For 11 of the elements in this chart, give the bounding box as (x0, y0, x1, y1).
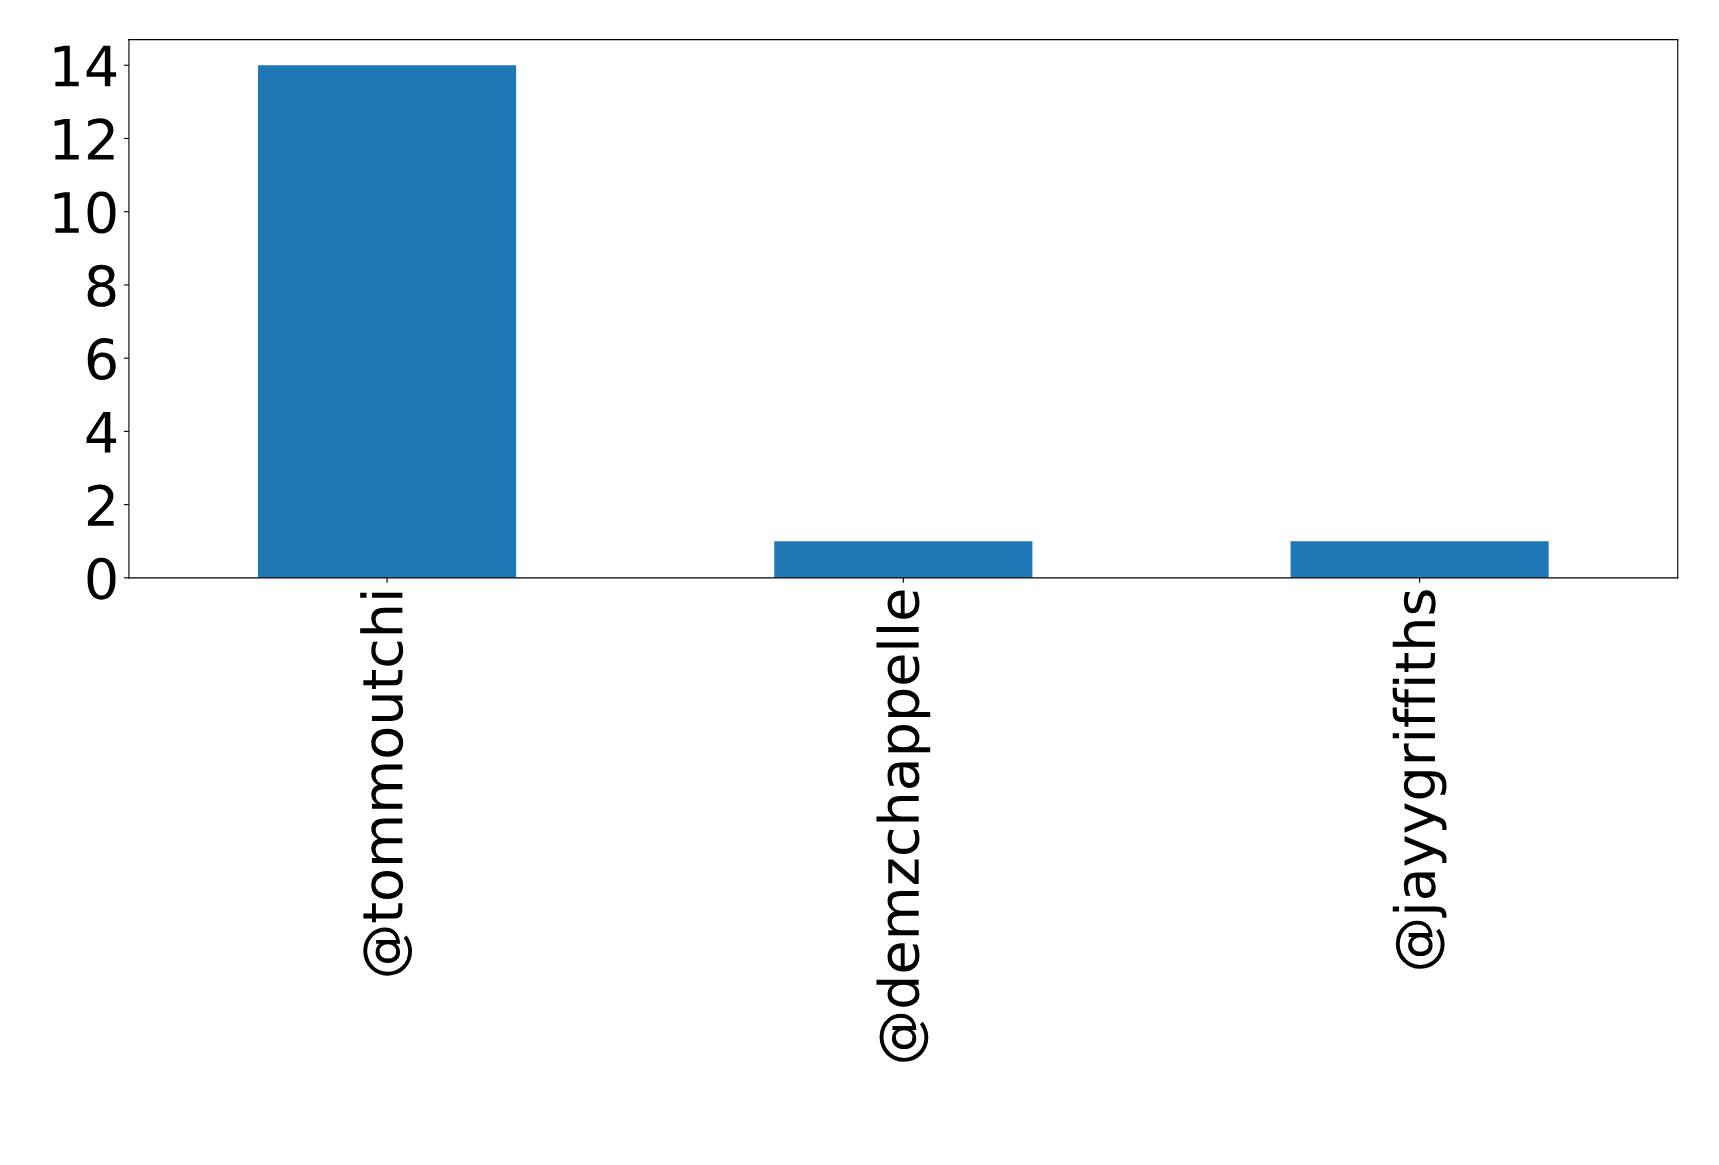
x-tick-label: @demzchappelle (876, 590, 931, 1062)
y-tick-label: 0 (87, 557, 116, 600)
y-tick-label: 8 (87, 264, 116, 307)
y-tick-label: 12 (54, 118, 114, 160)
x-tick-label: @tommoutchi (360, 592, 413, 976)
y-tick-label: 14 (54, 45, 117, 87)
y-tick-label: 4 (86, 411, 117, 453)
x-tick-label: @jayygriffiths (1392, 590, 1447, 969)
y-tick-label: 6 (87, 338, 116, 381)
y-tick-label: 2 (87, 484, 114, 526)
y-tick-label: 10 (54, 191, 116, 234)
